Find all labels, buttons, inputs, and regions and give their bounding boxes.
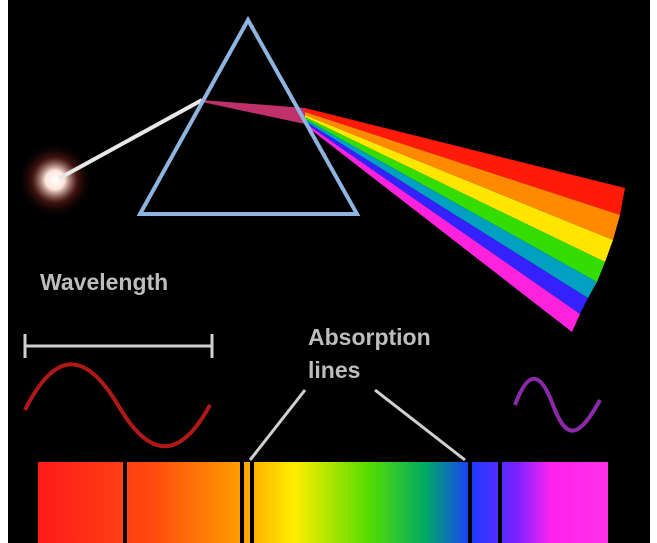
absorption-lines [123, 462, 502, 543]
spectrum [38, 462, 608, 543]
wavelength-label: Wavelength [40, 269, 168, 295]
inner-beam [202, 100, 305, 124]
absorption-label: lines [308, 357, 360, 383]
light-source [17, 142, 93, 218]
pointer [248, 389, 307, 461]
absorption-label: Absorption [308, 324, 431, 350]
long-wave [23, 362, 212, 449]
rainbow-fan [305, 108, 625, 332]
pointer [374, 388, 466, 462]
white-beam [59, 98, 203, 180]
prism [136, 15, 361, 216]
wavelength-bracket [23, 334, 214, 358]
short-wave [513, 376, 602, 433]
